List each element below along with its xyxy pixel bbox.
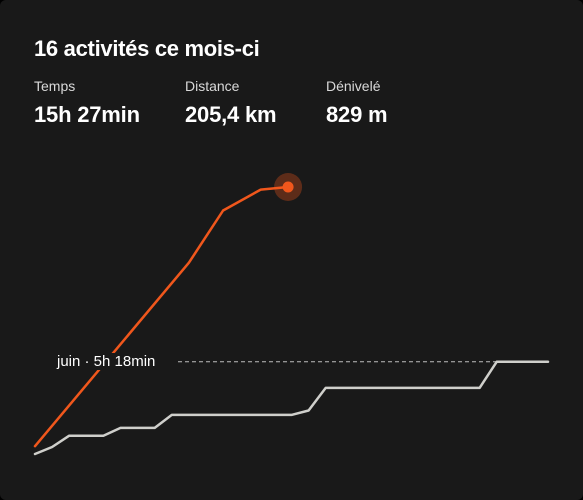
card-title: 16 activités ce mois-ci: [34, 36, 260, 61]
previous-month-line: [33, 360, 550, 456]
current-month-line: [33, 185, 290, 448]
current-point: [282, 181, 294, 193]
stat-elevation-value: 829 m: [326, 102, 388, 127]
reference-label: juin · 5h 18min: [57, 352, 160, 370]
stat-elevation: Dénivelé 829 m: [326, 78, 388, 128]
stat-time: Temps 15h 27min: [34, 78, 140, 128]
stat-distance: Distance 205,4 km: [185, 78, 277, 128]
stat-time-label: Temps: [34, 78, 76, 94]
stat-distance-value: 205,4 km: [185, 102, 277, 127]
stat-elevation-label: Dénivelé: [326, 78, 381, 94]
stat-time-value: 15h 27min: [34, 102, 140, 127]
stat-distance-label: Distance: [185, 78, 240, 94]
